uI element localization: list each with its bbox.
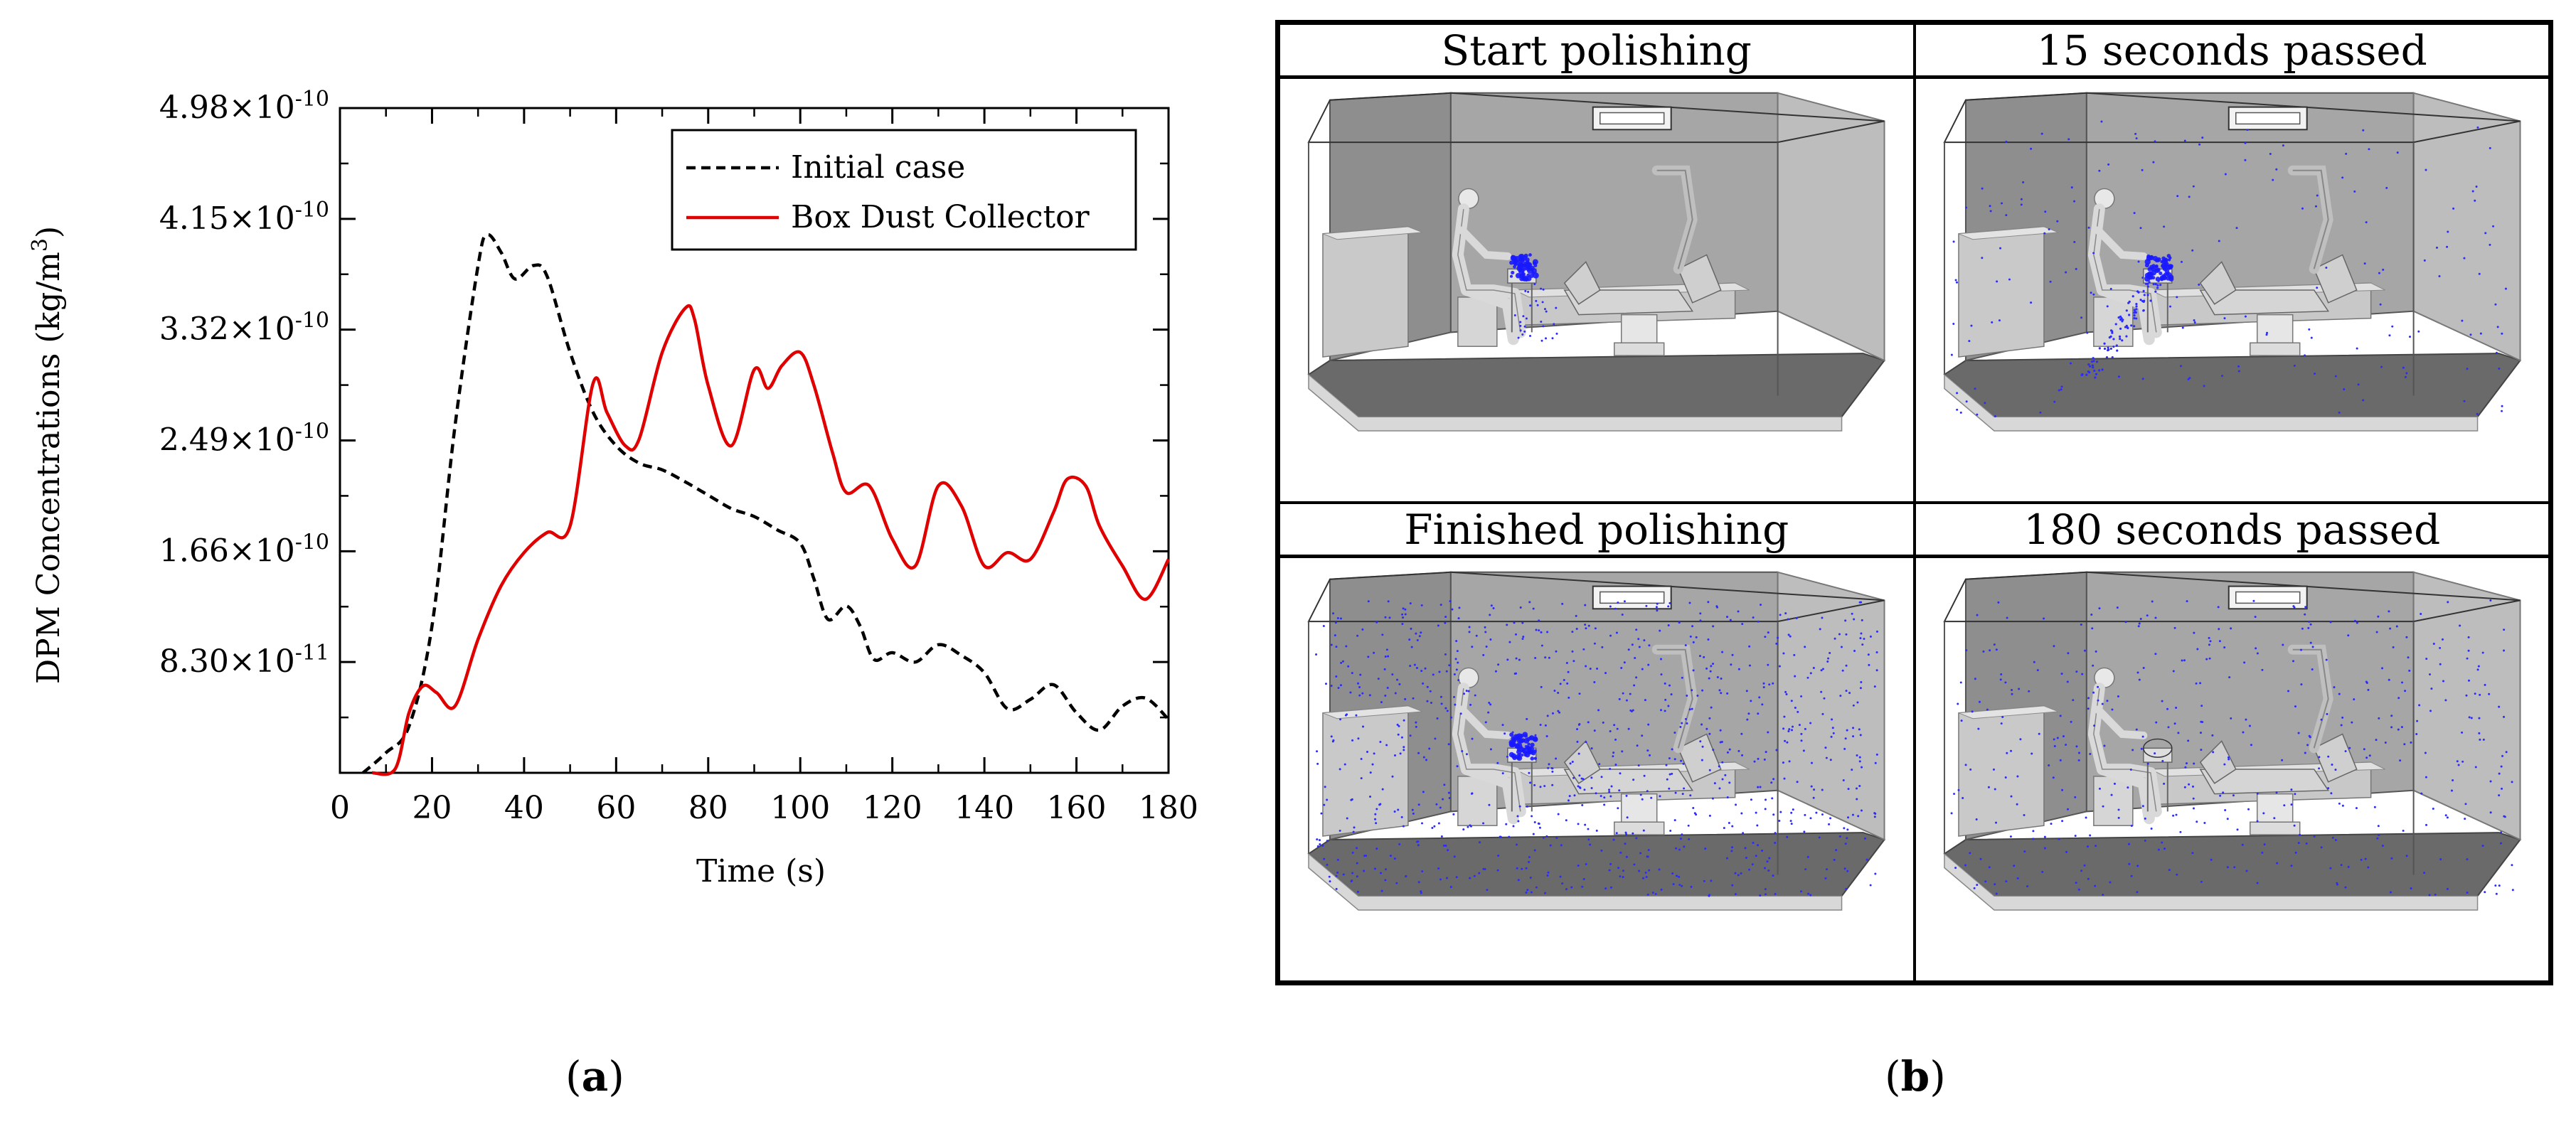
x-tick-label: 40 [504, 790, 544, 826]
room-model [1942, 571, 2521, 911]
snapshot-cell-15-seconds: 15 seconds passed [1914, 23, 2550, 503]
room-model [1307, 571, 1886, 911]
snapshot-cell-start-polishing: Start polishing [1279, 23, 1915, 503]
panel-label-b: (b) [1885, 1052, 1946, 1101]
x-tick-label: 0 [330, 790, 350, 826]
room-model [1942, 92, 2521, 432]
y-tick-label: 4.15×10-10 [159, 197, 329, 237]
x-tick-label: 80 [688, 790, 728, 826]
room-model [1307, 92, 1886, 432]
snapshot-cell-180-seconds: 180 seconds passed [1914, 503, 2550, 982]
room-scene-image [1942, 92, 2521, 432]
series-line-initial-case [361, 232, 1170, 774]
snapshot-title: Start polishing [1280, 25, 1913, 79]
legend-label-initial-case: Initial case [791, 149, 965, 186]
snapshot-title: Finished polishing [1280, 504, 1913, 558]
line-chart: 0 20 40 60 80 100 120 140 160 180 8.30×10-11 1.66×1… [28, 87, 1198, 890]
simulation-snapshot-grid: Start polishing 15 seconds passed Finish… [1275, 20, 2553, 985]
x-tick-label: 60 [596, 790, 636, 826]
ticks-layer: 0 20 40 60 80 100 120 140 160 180 8.30×10-11 1.66×1… [159, 87, 1198, 827]
room-scene-image [1307, 571, 1886, 911]
chart-legend: Initial case Box Dust Collector [671, 129, 1137, 251]
legend-label-box-dust-collector: Box Dust Collector [791, 199, 1090, 235]
y-tick-label: 4.98×10-10 [159, 87, 329, 127]
series-line-box-dust-collector [371, 304, 1170, 776]
x-axis-label: Time (s) [696, 853, 826, 889]
room-scene-image [1942, 571, 2521, 911]
snapshot-title: 15 seconds passed [1915, 25, 2548, 79]
x-tick-label: 100 [770, 790, 830, 826]
y-tick-label: 1.66×10-10 [159, 530, 329, 569]
y-tick-label: 3.32×10-10 [159, 308, 329, 348]
x-tick-label: 140 [954, 790, 1014, 826]
room-scene-image [1307, 92, 1886, 432]
x-tick-label: 120 [863, 790, 922, 826]
y-tick-label: 8.30×10-11 [159, 641, 329, 680]
y-tick-label: 2.49×10-10 [159, 419, 329, 459]
x-tick-label: 180 [1139, 790, 1198, 826]
panel-label-a: (a) [565, 1052, 624, 1101]
x-tick-label: 160 [1047, 790, 1107, 826]
y-axis-label: DPM Concentrations (kg/m3) [28, 226, 68, 684]
series-layer [361, 232, 1170, 776]
snapshot-cell-finished-polishing: Finished polishing [1279, 503, 1915, 982]
snapshot-title: 180 seconds passed [1915, 504, 2548, 558]
legend-box [671, 129, 1137, 251]
x-tick-label: 20 [412, 790, 452, 826]
